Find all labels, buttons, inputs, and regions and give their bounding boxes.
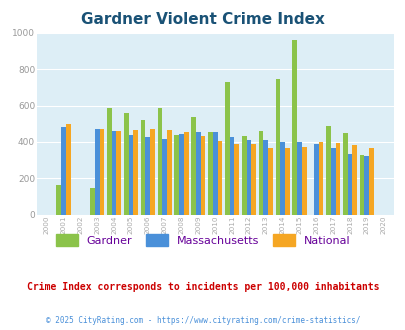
Bar (174, 135, 179, 214)
Legend: Gardner, Massachusetts, National: Gardner, Massachusetts, National (51, 230, 354, 250)
Bar (224, 82, 229, 214)
Bar (292, 40, 296, 214)
Bar (95, 129, 99, 214)
Bar (330, 148, 335, 214)
Bar (90, 188, 95, 214)
Bar (157, 108, 162, 214)
Bar (212, 132, 217, 214)
Bar (296, 142, 301, 214)
Bar (279, 142, 284, 214)
Bar (217, 141, 222, 214)
Bar (301, 147, 306, 214)
Bar (318, 142, 322, 214)
Bar (191, 117, 196, 214)
Bar (229, 137, 234, 214)
Bar (352, 145, 356, 214)
Bar (335, 143, 339, 214)
Bar (56, 185, 61, 214)
Bar (200, 137, 205, 214)
Bar (145, 137, 150, 214)
Bar (66, 124, 70, 214)
Bar (347, 154, 352, 214)
Bar (208, 132, 212, 214)
Bar (133, 130, 138, 214)
Bar (364, 156, 368, 215)
Bar (162, 139, 166, 214)
Bar (241, 136, 246, 214)
Bar (368, 148, 373, 214)
Bar (246, 141, 251, 214)
Bar (196, 132, 200, 214)
Bar (234, 144, 239, 214)
Bar (150, 129, 154, 214)
Bar (99, 129, 104, 214)
Bar (183, 132, 188, 214)
Text: © 2025 CityRating.com - https://www.cityrating.com/crime-statistics/: © 2025 CityRating.com - https://www.city… (46, 315, 359, 325)
Bar (325, 126, 330, 214)
Bar (263, 141, 267, 214)
Bar (141, 120, 145, 214)
Bar (111, 131, 116, 214)
Bar (61, 127, 66, 214)
Bar (267, 148, 272, 214)
Bar (275, 79, 279, 214)
Bar (251, 144, 255, 214)
Bar (284, 148, 289, 214)
Bar (107, 108, 111, 214)
Bar (166, 130, 171, 214)
Bar (313, 144, 318, 214)
Bar (124, 114, 128, 214)
Bar (258, 131, 263, 214)
Text: Crime Index corresponds to incidents per 100,000 inhabitants: Crime Index corresponds to incidents per… (27, 282, 378, 292)
Bar (359, 154, 364, 214)
Bar (128, 135, 133, 214)
Bar (179, 134, 183, 214)
Text: Gardner Violent Crime Index: Gardner Violent Crime Index (81, 12, 324, 27)
Bar (116, 131, 121, 214)
Bar (342, 133, 347, 214)
